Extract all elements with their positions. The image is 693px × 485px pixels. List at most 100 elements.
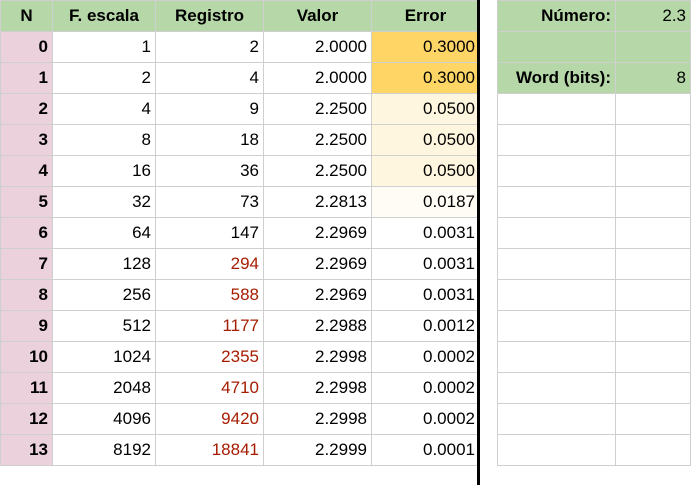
cell-error[interactable]: 0.3000 <box>371 62 480 94</box>
cell-n[interactable]: 2 <box>0 93 53 125</box>
header-valor[interactable]: Valor <box>263 0 372 32</box>
cell-valor[interactable]: 2.2813 <box>263 186 372 218</box>
empty-grid-cell[interactable] <box>497 403 616 435</box>
cell-error[interactable]: 0.0001 <box>371 434 480 466</box>
empty-grid-cell[interactable] <box>497 186 616 218</box>
cell-registro[interactable]: 588 <box>155 279 264 311</box>
cell-registro[interactable]: 147 <box>155 217 264 249</box>
cell-n[interactable]: 13 <box>0 434 53 466</box>
empty-grid-cell[interactable] <box>497 279 616 311</box>
empty-grid-cell[interactable] <box>615 372 691 404</box>
cell-registro[interactable]: 2355 <box>155 341 264 373</box>
cell-valor[interactable]: 2.2500 <box>263 93 372 125</box>
empty-grid-cell[interactable] <box>497 310 616 342</box>
cell-n[interactable]: 6 <box>0 217 53 249</box>
empty-grid-cell[interactable] <box>497 434 616 466</box>
cell-n[interactable]: 10 <box>0 341 53 373</box>
cell-valor[interactable]: 2.2969 <box>263 248 372 280</box>
cell-valor[interactable]: 2.2998 <box>263 341 372 373</box>
cell-error[interactable]: 0.0002 <box>371 372 480 404</box>
cell-n[interactable]: 11 <box>0 372 53 404</box>
cell-valor[interactable]: 2.0000 <box>263 31 372 63</box>
empty-grid-cell[interactable] <box>497 155 616 187</box>
empty-grid-cell[interactable] <box>615 217 691 249</box>
cell-valor[interactable]: 2.2999 <box>263 434 372 466</box>
header-error[interactable]: Error <box>371 0 480 32</box>
cell-n[interactable]: 8 <box>0 279 53 311</box>
cell-valor[interactable]: 2.2969 <box>263 217 372 249</box>
empty-grid-cell[interactable] <box>497 93 616 125</box>
cell-error[interactable]: 0.0031 <box>371 248 480 280</box>
cell-n[interactable]: 3 <box>0 124 53 156</box>
cell-n[interactable]: 1 <box>0 62 53 94</box>
empty-grid-cell[interactable] <box>497 341 616 373</box>
cell-escala[interactable]: 1 <box>52 31 156 63</box>
cell-escala[interactable]: 16 <box>52 155 156 187</box>
cell-error[interactable]: 0.0031 <box>371 217 480 249</box>
cell-escala[interactable]: 128 <box>52 248 156 280</box>
cell-n[interactable]: 5 <box>0 186 53 218</box>
cell-escala[interactable]: 8192 <box>52 434 156 466</box>
cell-error[interactable]: 0.0031 <box>371 279 480 311</box>
cell-valor[interactable]: 2.2969 <box>263 279 372 311</box>
word-value[interactable]: 8 <box>615 62 691 94</box>
cell-error[interactable]: 0.0012 <box>371 310 480 342</box>
cell-escala[interactable]: 4 <box>52 93 156 125</box>
empty-grid-cell[interactable] <box>615 310 691 342</box>
cell-valor[interactable]: 2.2998 <box>263 403 372 435</box>
header-n[interactable]: N <box>0 0 53 32</box>
cell-escala[interactable]: 64 <box>52 217 156 249</box>
cell-n[interactable]: 0 <box>0 31 53 63</box>
empty-grid-cell[interactable] <box>615 279 691 311</box>
empty-label-cell[interactable] <box>497 31 616 63</box>
cell-valor[interactable]: 2.2988 <box>263 310 372 342</box>
numero-label[interactable]: Número: <box>497 0 616 32</box>
cell-n[interactable]: 9 <box>0 310 53 342</box>
header-registro[interactable]: Registro <box>155 0 264 32</box>
empty-grid-cell[interactable] <box>615 434 691 466</box>
cell-registro[interactable]: 4 <box>155 62 264 94</box>
empty-grid-cell[interactable] <box>615 341 691 373</box>
empty-grid-cell[interactable] <box>615 155 691 187</box>
cell-valor[interactable]: 2.0000 <box>263 62 372 94</box>
cell-escala[interactable]: 512 <box>52 310 156 342</box>
cell-registro[interactable]: 1177 <box>155 310 264 342</box>
cell-registro[interactable]: 4710 <box>155 372 264 404</box>
cell-escala[interactable]: 4096 <box>52 403 156 435</box>
empty-grid-cell[interactable] <box>615 186 691 218</box>
cell-registro[interactable]: 294 <box>155 248 264 280</box>
empty-grid-cell[interactable] <box>497 124 616 156</box>
header-escala[interactable]: F. escala <box>52 0 156 32</box>
cell-error[interactable]: 0.0500 <box>371 93 480 125</box>
empty-grid-cell[interactable] <box>497 217 616 249</box>
cell-valor[interactable]: 2.2998 <box>263 372 372 404</box>
cell-registro[interactable]: 73 <box>155 186 264 218</box>
cell-valor[interactable]: 2.2500 <box>263 124 372 156</box>
cell-error[interactable]: 0.0187 <box>371 186 480 218</box>
cell-error[interactable]: 0.0002 <box>371 341 480 373</box>
cell-error[interactable]: 0.0500 <box>371 155 480 187</box>
word-label[interactable]: Word (bits): <box>497 62 616 94</box>
cell-registro[interactable]: 18 <box>155 124 264 156</box>
empty-grid-cell[interactable] <box>615 124 691 156</box>
empty-value-cell[interactable] <box>615 31 691 63</box>
cell-n[interactable]: 4 <box>0 155 53 187</box>
empty-grid-cell[interactable] <box>497 372 616 404</box>
cell-error[interactable]: 0.3000 <box>371 31 480 63</box>
cell-valor[interactable]: 2.2500 <box>263 155 372 187</box>
cell-registro[interactable]: 9420 <box>155 403 264 435</box>
cell-escala[interactable]: 2048 <box>52 372 156 404</box>
cell-n[interactable]: 12 <box>0 403 53 435</box>
numero-value[interactable]: 2.3 <box>615 0 691 32</box>
cell-escala[interactable]: 2 <box>52 62 156 94</box>
cell-error[interactable]: 0.0500 <box>371 124 480 156</box>
cell-escala[interactable]: 1024 <box>52 341 156 373</box>
cell-escala[interactable]: 32 <box>52 186 156 218</box>
empty-grid-cell[interactable] <box>615 93 691 125</box>
cell-escala[interactable]: 256 <box>52 279 156 311</box>
empty-grid-cell[interactable] <box>615 248 691 280</box>
cell-registro[interactable]: 2 <box>155 31 264 63</box>
cell-escala[interactable]: 8 <box>52 124 156 156</box>
cell-registro[interactable]: 36 <box>155 155 264 187</box>
cell-n[interactable]: 7 <box>0 248 53 280</box>
